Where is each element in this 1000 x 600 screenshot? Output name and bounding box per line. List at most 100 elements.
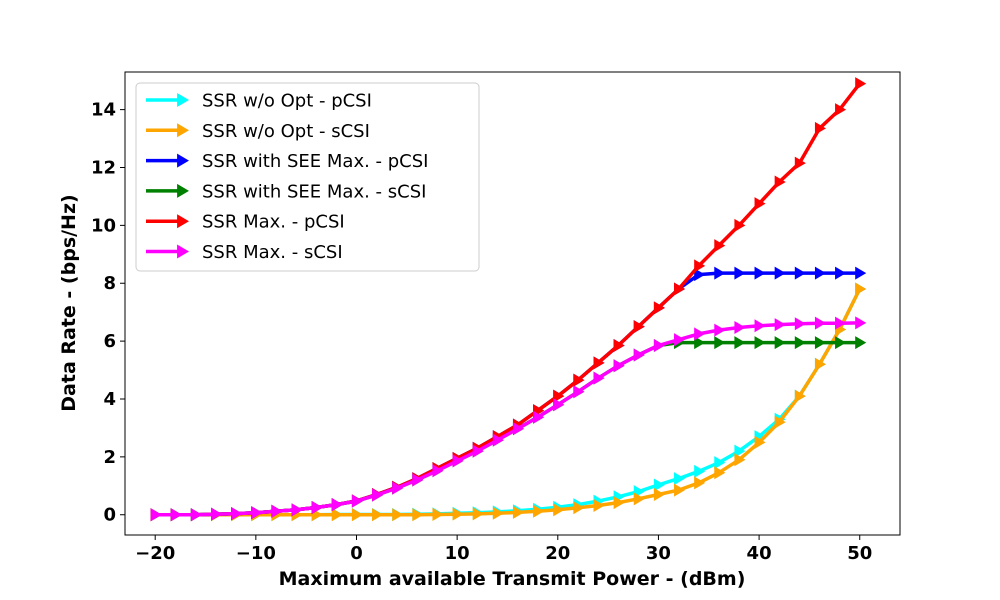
y-tick-label: 2 [103,447,116,468]
legend-item: SSR w/o Opt - pCSI [146,91,372,112]
data-point [754,197,766,211]
data-point [412,508,424,522]
x-axis-label: Maximum available Transmit Power - (dBm) [279,568,746,590]
data-point [533,410,545,424]
data-point [291,503,303,517]
y-axis: 0 2 4 6 8 10 12 14 [91,100,125,526]
legend-item: SSR with SEE Max. - pCSI [146,151,429,172]
data-point [734,444,746,458]
data-point [774,415,786,429]
data-point [674,472,686,486]
y-tick-label: 0 [103,505,116,526]
data-point [734,218,746,232]
data-point [331,508,343,522]
legend-label: SSR with SEE Max. - sCSI [202,181,426,202]
data-point [653,487,665,501]
data-point [472,507,484,521]
data-point [814,316,826,330]
data-point [855,266,867,280]
legend-item: SSR w/o Opt - sCSI [146,121,370,142]
series-line [155,288,862,517]
data-point [190,508,202,522]
data-point [694,464,706,478]
data-point [633,492,645,506]
data-point [593,498,605,512]
data-point [573,373,585,387]
data-point [734,336,746,350]
data-point [734,266,746,280]
x-tick-label: 50 [847,543,872,564]
legend-swatch-marker [177,244,189,259]
y-tick-label: 8 [103,273,116,294]
data-point [794,266,806,280]
data-point [432,464,444,478]
series-line [155,271,860,517]
data-point [653,478,665,492]
x-tick-label: 20 [545,543,570,564]
data-point [492,433,504,447]
data-point [593,356,605,370]
series-6 [150,316,867,522]
data-point [694,259,706,273]
data-point [553,503,565,517]
legend-swatch-marker [177,153,189,168]
legend-swatch-marker [177,214,189,229]
data-point [714,239,726,253]
data-point [573,501,585,515]
x-tick-label: −20 [135,543,175,564]
data-point [432,507,444,521]
data-point [714,266,726,280]
y-tick-label: 12 [91,157,116,178]
data-point [774,175,786,189]
data-point [754,435,766,449]
data-point [271,504,283,518]
plot-frame [124,71,901,536]
data-point [794,156,806,170]
data-point [674,282,686,296]
data-point [452,507,464,521]
data-point [573,385,585,399]
legend-item: SSR with SEE Max. - sCSI [146,181,426,202]
legend-item: SSR Max. - sCSI [146,242,343,263]
data-point [512,422,525,436]
x-axis: −20 −10 0 10 20 30 40 50 [135,535,872,564]
data-point [533,504,545,518]
data-point [674,483,686,497]
data-point [392,481,404,495]
data-point [372,508,384,522]
data-point [653,301,665,315]
data-point [331,498,343,512]
data-point [855,282,867,296]
data-point [814,121,826,135]
x-tick-label: −10 [236,543,276,564]
series-3 [150,266,867,522]
data-point [351,508,363,522]
legend-label: SSR w/o Opt - pCSI [202,91,372,112]
data-point [835,266,847,280]
series-line [155,340,860,517]
legend-swatch-marker [177,93,189,107]
data-point [774,318,786,332]
data-point [231,507,243,521]
data-point [472,444,484,458]
data-point [835,316,847,330]
y-tick-label: 14 [91,100,116,121]
y-tick-label: 10 [91,215,116,236]
data-point [512,505,525,519]
data-point [170,508,182,522]
data-point [835,336,847,350]
x-tick-label: 30 [646,543,671,564]
data-point [613,338,625,352]
data-point [674,333,686,347]
data-point [311,501,323,515]
data-point [855,336,867,350]
data-point [714,466,726,480]
data-point [814,336,826,350]
data-point [694,476,706,490]
data-point [694,268,706,282]
data-point [714,336,726,350]
data-point [714,323,726,337]
data-point [372,488,384,502]
data-point [754,336,766,350]
data-point [855,77,867,91]
